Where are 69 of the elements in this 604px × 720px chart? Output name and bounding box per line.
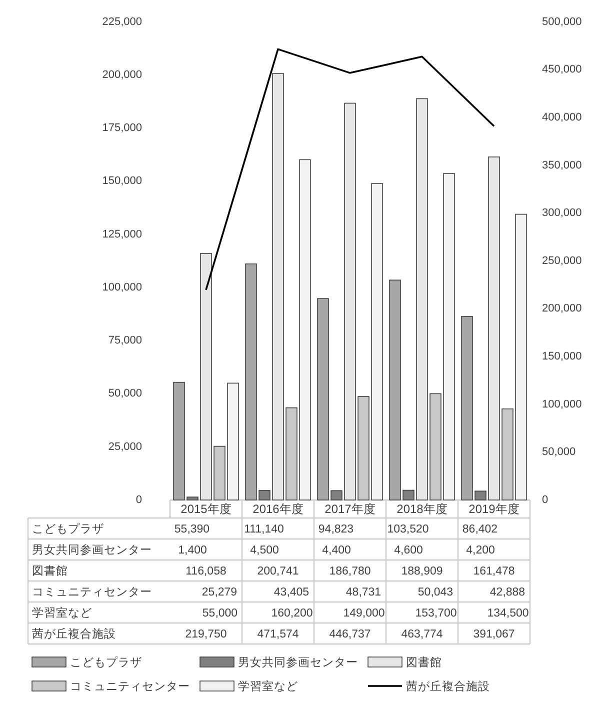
y2-tick-label: 0 [542,494,548,506]
y2-tick-label: 50,000 [542,446,576,458]
y-tick-label: 225,000 [102,16,142,28]
data-label: 463,774 [401,628,444,641]
legend-label: 茜が丘複合施設 [406,680,490,694]
text: 図書館 [32,566,68,578]
y2-tick-label: 150,000 [542,350,582,363]
data-label: 186,780 [329,566,371,578]
text: 学習室など [32,608,92,620]
data-label: 111,140 [244,524,284,536]
data-label: 149,000 [343,608,385,620]
data-label: 161,478 [473,566,515,578]
y2-tick-label: 350,000 [542,159,582,172]
y-tick-label: 175,000 [102,122,142,134]
y-tick-label: 50,000 [108,388,142,400]
data-label: 219,750 [185,628,227,641]
legend-label: 図書館 [406,656,442,670]
text: コミュニティセンター [32,586,152,599]
x-tick-label: 2019年度 [468,502,520,516]
data-label: 446,737 [329,628,371,641]
legend-label: 学習室など [238,679,298,694]
data-label: 55,390 [174,524,210,536]
legend-label: 男女共同参画センター [238,656,358,670]
data-label: 4,600 [394,544,423,557]
data-label: 103,520 [387,524,429,536]
x-tick-label: 2015年度 [180,502,232,516]
y-tick-label: 75,000 [108,334,142,347]
y-tick-label: 150,000 [102,175,142,188]
data-label: 42,888 [490,586,526,599]
x-tick-label: 2016年度 [252,502,304,516]
data-label: 43,405 [274,586,310,599]
x-tick-label: 2017年度 [324,502,376,516]
data-label: 188,909 [401,566,443,578]
data-label: 391,067 [473,628,515,641]
text: 茜が丘複合施設 [32,628,116,641]
y2-tick-label: 500,000 [542,16,582,28]
y2-tick-label: 300,000 [542,207,582,220]
y-tick-label: 100,000 [102,281,142,294]
data-label: 86,402 [462,524,498,536]
data-label: 116,058 [186,566,226,578]
y-tick-label: 0 [136,494,142,506]
legend-label: コミュニティセンター [70,681,190,694]
y2-tick-label: 250,000 [542,254,582,267]
data-label: 4,400 [322,544,351,557]
line-series [205,48,495,291]
x-tick-label: 2018年度 [396,502,448,516]
data-label: 55,000 [202,608,238,620]
text: 男女共同参画センター [32,544,152,557]
y2-tick-label: 450,000 [542,64,582,76]
y2-tick-label: 200,000 [542,302,582,315]
y-tick-label: 125,000 [102,228,142,240]
data-label: 153,700 [415,608,457,620]
data-label: 94,823 [318,524,354,536]
data-label: 471,574 [257,628,300,641]
data-label: 200,741 [257,566,299,578]
text: こどもプラザ [32,524,104,536]
data-label: 25,279 [202,586,238,599]
data-label: 48,731 [346,586,382,599]
y2-tick-label: 100,000 [542,398,582,410]
data-label: 4,500 [250,544,279,557]
legend-label: こどもプラザ [70,655,142,670]
data-label: 50,043 [418,586,454,599]
data-label: 4,200 [466,544,495,557]
y2-tick-label: 400,000 [542,112,582,124]
y-tick-label: 200,000 [102,69,142,82]
data-label: 1,400 [178,544,207,557]
y-tick-label: 25,000 [108,440,142,453]
data-label: 160,200 [271,608,313,620]
data-label: 134,500 [487,608,529,620]
